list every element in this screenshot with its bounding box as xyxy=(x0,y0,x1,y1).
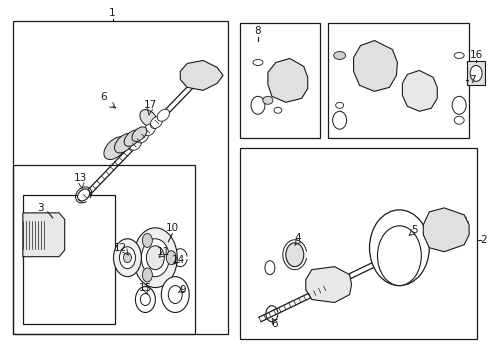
Ellipse shape xyxy=(140,109,157,127)
Ellipse shape xyxy=(114,133,134,153)
Polygon shape xyxy=(267,58,307,102)
Ellipse shape xyxy=(103,137,127,159)
Bar xyxy=(23,195,115,324)
Ellipse shape xyxy=(140,293,150,306)
Ellipse shape xyxy=(157,109,169,121)
Ellipse shape xyxy=(335,102,343,108)
Ellipse shape xyxy=(451,96,465,114)
Text: 1: 1 xyxy=(109,8,116,18)
Polygon shape xyxy=(305,267,351,302)
Polygon shape xyxy=(23,213,64,257)
Text: 13: 13 xyxy=(74,173,87,183)
Ellipse shape xyxy=(119,247,135,269)
Bar xyxy=(13,165,195,334)
Ellipse shape xyxy=(78,189,89,201)
Ellipse shape xyxy=(285,243,303,267)
Ellipse shape xyxy=(252,59,263,66)
Ellipse shape xyxy=(168,285,182,303)
Polygon shape xyxy=(402,71,436,111)
Text: 4: 4 xyxy=(294,233,301,243)
Ellipse shape xyxy=(143,124,155,136)
Text: 14: 14 xyxy=(171,255,184,265)
Ellipse shape xyxy=(146,246,164,270)
Ellipse shape xyxy=(263,96,272,104)
Text: 7: 7 xyxy=(468,75,474,85)
Polygon shape xyxy=(466,62,484,85)
Polygon shape xyxy=(353,41,397,91)
Ellipse shape xyxy=(273,107,281,113)
Bar xyxy=(13,21,227,334)
Text: 6: 6 xyxy=(100,92,107,102)
Ellipse shape xyxy=(369,210,428,285)
Ellipse shape xyxy=(113,239,141,276)
Ellipse shape xyxy=(141,239,169,276)
Ellipse shape xyxy=(133,228,177,288)
Ellipse shape xyxy=(132,127,146,141)
Text: 16: 16 xyxy=(468,50,482,60)
Ellipse shape xyxy=(453,116,463,124)
Ellipse shape xyxy=(124,130,141,146)
Ellipse shape xyxy=(150,116,162,129)
Ellipse shape xyxy=(377,226,421,285)
Ellipse shape xyxy=(142,234,152,247)
Ellipse shape xyxy=(250,96,264,114)
Bar xyxy=(240,148,476,339)
Ellipse shape xyxy=(136,131,148,143)
Text: 6: 6 xyxy=(271,319,278,329)
Ellipse shape xyxy=(161,276,189,312)
Bar xyxy=(327,23,468,138)
Text: 5: 5 xyxy=(410,225,417,235)
Polygon shape xyxy=(423,208,468,252)
Text: 2: 2 xyxy=(479,235,486,245)
Polygon shape xyxy=(180,60,223,90)
Ellipse shape xyxy=(142,268,152,282)
Text: 3: 3 xyxy=(38,203,44,213)
Text: 10: 10 xyxy=(165,223,179,233)
Ellipse shape xyxy=(166,251,176,265)
Ellipse shape xyxy=(123,253,131,263)
Text: 11: 11 xyxy=(156,247,170,257)
Bar xyxy=(240,23,319,138)
Ellipse shape xyxy=(135,287,155,312)
Ellipse shape xyxy=(469,66,481,81)
Text: 15: 15 xyxy=(139,283,152,293)
Text: 9: 9 xyxy=(179,284,185,294)
Ellipse shape xyxy=(453,53,463,58)
Text: 17: 17 xyxy=(143,100,157,110)
Text: 8: 8 xyxy=(254,26,261,36)
Ellipse shape xyxy=(332,111,346,129)
Ellipse shape xyxy=(264,261,274,275)
Ellipse shape xyxy=(129,138,141,150)
Ellipse shape xyxy=(333,51,345,59)
Text: 12: 12 xyxy=(114,243,127,253)
